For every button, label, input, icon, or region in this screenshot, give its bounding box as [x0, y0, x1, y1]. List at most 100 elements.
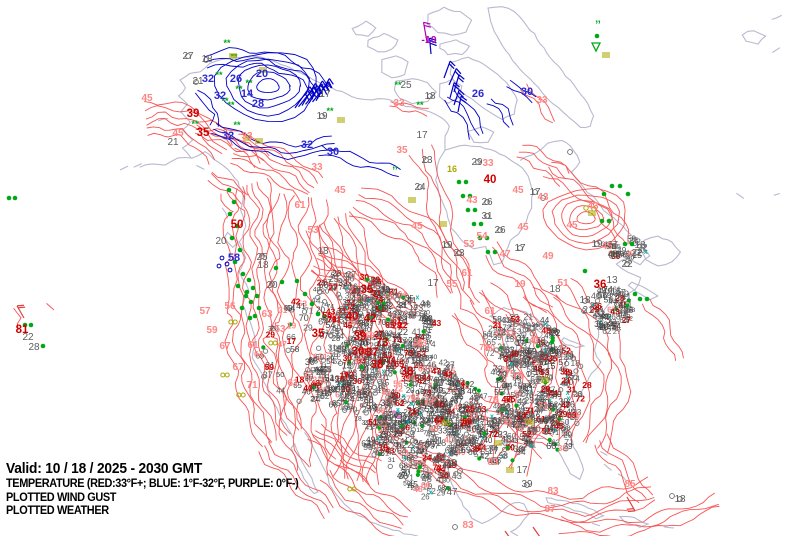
- station-value: 49: [377, 351, 385, 360]
- contour-line: [454, 312, 505, 454]
- station-value: 20: [386, 437, 394, 446]
- station-value: 60: [374, 437, 384, 447]
- contour-line: [444, 99, 470, 140]
- station-value: 70: [350, 308, 360, 318]
- station-value: 49: [498, 371, 508, 380]
- weather-mark: x: [418, 411, 422, 418]
- rain-dot-icon: [246, 277, 252, 283]
- contour-line: [641, 303, 677, 361]
- station-value: 67: [419, 445, 429, 455]
- station-gust-value: 35: [401, 373, 411, 383]
- station-value: 56: [371, 277, 381, 286]
- contour-value: 29: [522, 416, 532, 426]
- station-value: 51: [399, 316, 409, 326]
- station-value: 28: [464, 438, 474, 448]
- station-value: 33: [383, 416, 393, 426]
- station-value: 40: [375, 407, 383, 414]
- station-gust-value: 19: [447, 460, 457, 470]
- station-gust-value: 35: [536, 337, 546, 347]
- station-value: 44: [377, 339, 387, 349]
- rain-dot-icon: [40, 343, 46, 349]
- temperature-label: 40: [346, 311, 359, 323]
- contour-value: 27: [531, 357, 541, 367]
- contour-value: 66: [335, 389, 345, 399]
- station-ring: [577, 391, 583, 397]
- station-value: 58: [387, 423, 396, 432]
- temperature-label: 45: [517, 222, 529, 233]
- station-value: 60: [546, 441, 556, 451]
- station-value: 59: [459, 423, 468, 432]
- valid-timestamp: Valid: 10 / 18 / 2025 - 2030 GMT: [6, 461, 203, 477]
- station-value: 69: [536, 335, 546, 345]
- station-value: 47: [351, 293, 361, 303]
- station-value: 17: [530, 409, 540, 419]
- temperature-label: 18: [634, 240, 646, 251]
- station-value: 15: [375, 328, 383, 337]
- station-value: 25: [496, 378, 504, 385]
- station-gust-value: 63: [356, 355, 366, 365]
- contour-value: 67: [607, 305, 617, 315]
- station-value: 28: [423, 353, 433, 363]
- station-value: 39: [394, 308, 402, 317]
- station-value: 17: [451, 428, 459, 435]
- contour-line: [560, 503, 719, 533]
- station-value: 50: [363, 442, 371, 449]
- station-value: 33: [492, 456, 502, 465]
- temperature-label: 33: [311, 162, 323, 173]
- contour-loop: [561, 199, 613, 238]
- station-value: 30: [436, 399, 445, 408]
- station-value: 64: [397, 446, 407, 456]
- rain-dot-icon: [250, 285, 256, 291]
- station-value: 23: [561, 399, 571, 409]
- station-value: 36: [358, 318, 368, 328]
- station-value: 30: [352, 337, 362, 347]
- station-value: 19: [381, 285, 391, 294]
- station-value: 41: [551, 414, 559, 421]
- weather-mark: x: [529, 389, 533, 396]
- rain-dot-icon: [235, 283, 241, 289]
- station-value: 66: [544, 414, 554, 424]
- station-value: 28: [348, 369, 358, 378]
- contour-line: [211, 171, 249, 196]
- station-value: 54: [336, 318, 344, 327]
- station-value: 47: [547, 385, 556, 394]
- station-gust-value: 73: [404, 348, 414, 358]
- coastline: [439, 39, 471, 56]
- station-value: 22: [637, 243, 647, 253]
- station-value: 26: [534, 405, 544, 414]
- wind-barb-tick: [458, 89, 465, 96]
- station-value: 71: [349, 351, 359, 360]
- station-value: 69: [407, 415, 417, 425]
- contour-value: 50: [513, 389, 523, 399]
- station-value: 44: [607, 323, 617, 333]
- station-gust-value: 30: [360, 272, 370, 282]
- station-value: 54: [469, 413, 479, 423]
- station-ring: [428, 386, 434, 392]
- station-value: 61: [449, 422, 459, 431]
- station-ring: [625, 258, 631, 264]
- station-value: 64: [490, 457, 500, 467]
- station-value: 57: [436, 408, 446, 418]
- station-value: 33: [457, 386, 465, 393]
- contour-line: [526, 83, 556, 122]
- station-ring: [398, 310, 404, 317]
- rain-dot-icon: [377, 425, 382, 430]
- contour-line: [326, 472, 402, 529]
- legend: Valid: 10 / 18 / 2025 - 2030 GMT TEMPERA…: [6, 461, 299, 519]
- temperature-label: 81: [16, 324, 29, 336]
- weather-mark: x: [554, 426, 558, 433]
- station-value: 58: [499, 451, 508, 460]
- station-value: 50: [604, 314, 612, 321]
- station-gust-value: 48: [533, 364, 543, 374]
- station-value: 62: [437, 391, 447, 401]
- station-ring: [536, 340, 543, 346]
- station-ring: [378, 418, 384, 424]
- coastline: [639, 235, 682, 267]
- contour-line: [205, 57, 323, 95]
- wind-barb-tick: [457, 91, 464, 98]
- station-ring: [510, 352, 516, 358]
- station-value: 60: [315, 353, 324, 362]
- contour-line: [469, 400, 548, 447]
- station-gust-value: 27: [374, 329, 384, 339]
- rain-dot-icon: [421, 400, 426, 405]
